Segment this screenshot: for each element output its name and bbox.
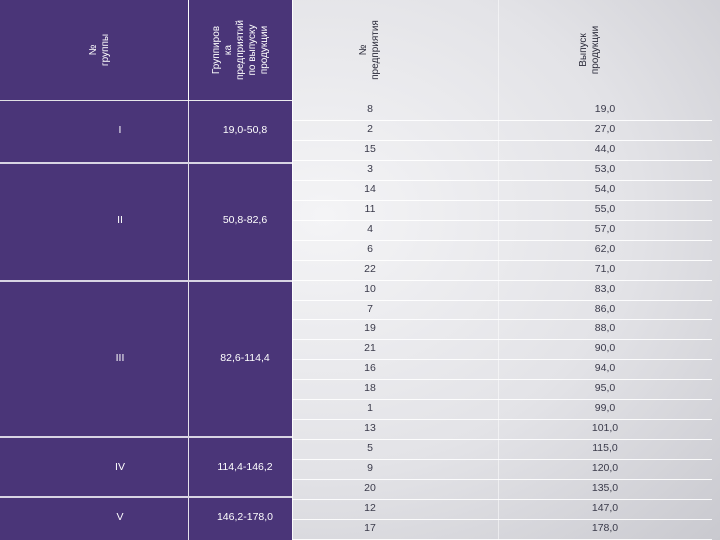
output-value-cell: 94,0: [594, 362, 616, 375]
row-divider: [292, 239, 712, 241]
output-value-cell: 115,0: [592, 442, 618, 455]
enterprise-number-cell: 15: [364, 142, 376, 155]
group-divider-2: [0, 280, 292, 282]
divider-vertical-1: [188, 0, 189, 540]
header-group-no-cell: [0, 0, 188, 100]
output-value-cell: 53,0: [594, 162, 616, 175]
enterprise-number-cell: 1: [367, 402, 373, 415]
header-enterprise-no-text: № предприятия: [358, 20, 381, 80]
enterprise-number-cell: 5: [367, 442, 373, 455]
group-column-body: [0, 101, 292, 540]
group-divider-3: [0, 436, 292, 438]
output-value-cell: 120,0: [591, 462, 619, 475]
header-group-no: № группы: [80, 0, 120, 100]
row-divider: [292, 538, 712, 540]
header-grouping: Группиров ка предприятий по выпуску прод…: [189, 0, 292, 100]
enterprise-number-cell: 16: [364, 362, 376, 375]
enterprise-number-cell: 21: [364, 342, 376, 355]
group-range-5: 146,2-178,0: [216, 511, 274, 523]
enterprise-number-cell: 7: [367, 302, 373, 315]
output-value-cell: 135,0: [591, 482, 619, 495]
output-value-cell: 83,0: [594, 282, 616, 295]
enterprise-number-cell: 11: [364, 202, 376, 215]
row-divider: [292, 499, 712, 500]
row-divider: [292, 299, 712, 301]
row-divider: [292, 279, 712, 281]
output-value-cell: 101,0: [591, 422, 619, 435]
output-value-cell: 57,0: [594, 222, 616, 235]
output-value-cell: 88,0: [594, 322, 616, 335]
row-divider: [292, 219, 712, 221]
enterprise-number-cell: 14: [364, 182, 376, 195]
row-divider: [292, 518, 712, 520]
header-enterprise-no: № предприятия: [340, 0, 400, 100]
row-divider: [292, 179, 712, 181]
group-label-2: II: [117, 214, 123, 226]
group-range-4: 114,4-146,2: [217, 461, 273, 473]
header-grouping-cell: [189, 0, 292, 100]
header-output: Выпуск продукции: [560, 0, 620, 100]
header-grouping-text: Группиров ка предприятий по выпуску прод…: [210, 20, 270, 80]
row-divider: [292, 359, 712, 361]
enterprise-number-cell: 3: [367, 162, 373, 175]
output-value-cell: 95,0: [594, 382, 616, 395]
header-group-no-text: № группы: [88, 33, 111, 67]
row-divider: [292, 479, 712, 481]
enterprise-number-cell: 2: [367, 122, 373, 135]
enterprise-number-cell: 6: [367, 242, 373, 255]
output-value-cell: 19,0: [594, 103, 616, 115]
divider-vertical-2: [292, 0, 293, 540]
group-range-1: 19,0-50,8: [222, 124, 268, 136]
enterprise-number-cell: 4: [367, 222, 373, 235]
enterprise-number-cell: 20: [364, 482, 376, 495]
group-divider-4: [0, 496, 292, 498]
output-value-cell: 99,0: [594, 402, 616, 415]
output-value-cell: 147,0: [591, 502, 619, 514]
enterprise-number-cell: 19: [364, 322, 376, 335]
output-value-cell: 71,0: [594, 262, 616, 275]
group-label-4: IV: [115, 461, 125, 473]
row-divider: [292, 339, 712, 341]
output-value-cell: 27,0: [594, 122, 616, 135]
group-range-2: 50,8-82,6: [222, 214, 268, 226]
row-divider: [292, 159, 712, 161]
output-value-cell: 54,0: [594, 182, 616, 195]
header-output-text: Выпуск продукции: [578, 25, 601, 75]
output-value-cell: 44,0: [594, 142, 616, 155]
row-divider: [292, 419, 712, 421]
row-divider: [292, 139, 712, 141]
enterprise-number-cell: 10: [364, 282, 376, 295]
group-label-5: V: [116, 511, 124, 523]
group-label-3: III: [115, 352, 125, 364]
enterprise-number-cell: 8: [367, 103, 373, 115]
enterprise-number-cell: 17: [364, 521, 376, 534]
output-value-cell: 62,0: [594, 242, 616, 255]
row-divider: [292, 119, 712, 121]
enterprise-number-cell: 9: [367, 462, 373, 475]
enterprise-number-cell: 12: [364, 502, 376, 514]
row-divider: [292, 439, 712, 441]
group-divider-1: [0, 162, 292, 164]
row-divider: [292, 379, 712, 381]
divider-vertical-3: [498, 0, 499, 540]
group-label-1: I: [118, 124, 122, 136]
group-range-3: 82,6-114,4: [220, 352, 270, 364]
row-divider: [292, 199, 712, 201]
enterprise-number-cell: 18: [364, 382, 376, 395]
row-divider: [292, 319, 712, 321]
output-value-cell: 55,0: [594, 202, 616, 215]
row-divider: [292, 399, 712, 401]
output-value-cell: 178,0: [591, 521, 619, 534]
output-value-cell: 86,0: [594, 302, 616, 315]
output-value-cell: 90,0: [594, 342, 616, 355]
row-divider: [292, 459, 712, 461]
enterprise-number-cell: 22: [364, 262, 376, 275]
row-divider: [292, 259, 712, 261]
enterprise-number-cell: 13: [364, 422, 376, 435]
